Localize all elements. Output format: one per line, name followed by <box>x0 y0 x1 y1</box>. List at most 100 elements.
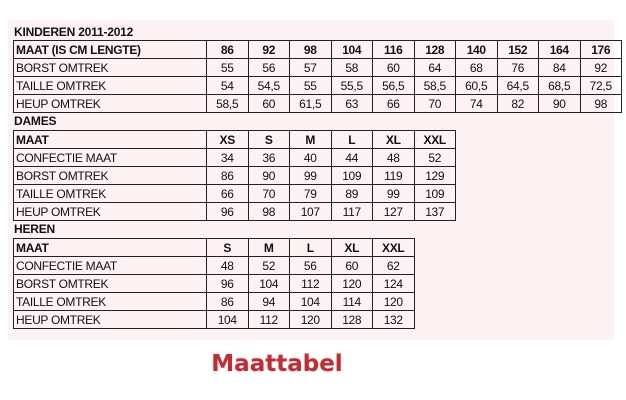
table-cell: S <box>247 130 290 149</box>
table-kinderen: MAAT (IS CM LENGTE) 86 92 98 104 116 128 140 152… <box>13 40 622 113</box>
table-cell: 120 <box>330 274 373 293</box>
table-cell: 94 <box>247 292 290 311</box>
table-row: BORST OMTREK 96 104 112 120 124 <box>13 274 415 293</box>
table-cell: 36 <box>247 148 290 167</box>
table-cell: 56,5 <box>372 76 415 95</box>
table-cell: 44 <box>330 148 373 167</box>
table-cell: 86 <box>206 292 249 311</box>
table-cell: 64,5 <box>496 76 539 95</box>
row-label: MAAT (IS CM LENGTE) <box>13 40 207 59</box>
table-cell: 70 <box>413 94 456 113</box>
table-cell: 112 <box>247 310 290 329</box>
table-cell: L <box>330 130 373 149</box>
table-cell: 56 <box>247 58 290 77</box>
table-cell: 90 <box>538 94 581 113</box>
table-cell: 62 <box>372 256 415 275</box>
table-cell: 54,5 <box>247 76 290 95</box>
row-label: CONFECTIE MAAT <box>13 148 207 167</box>
section-title-kinderen: KINDEREN 2011-2012 <box>14 25 134 39</box>
row-label: MAAT <box>13 130 207 149</box>
table-cell: 40 <box>289 148 332 167</box>
table-cell: 107 <box>289 202 332 221</box>
table-cell: 52 <box>413 148 456 167</box>
table-cell: 60 <box>372 58 415 77</box>
row-label: BORST OMTREK <box>13 166 207 185</box>
table-cell: 128 <box>330 310 373 329</box>
table-cell: 112 <box>289 274 332 293</box>
table-cell: 74 <box>455 94 498 113</box>
table-cell: 84 <box>538 58 581 77</box>
table-row: BORST OMTREK 55 56 57 58 60 64 68 76 84 92 <box>13 58 622 77</box>
table-cell: 48 <box>206 256 249 275</box>
table-cell: 98 <box>289 40 332 59</box>
table-cell: 82 <box>496 94 539 113</box>
table-row: BORST OMTREK 86 90 99 109 119 129 <box>13 166 456 185</box>
table-cell: 104 <box>206 310 249 329</box>
table-cell: 124 <box>372 274 415 293</box>
table-cell: 104 <box>330 40 373 59</box>
section-title-heren: HEREN <box>14 222 56 236</box>
table-cell: 164 <box>538 40 581 59</box>
row-label: TAILLE OMTREK <box>13 76 207 95</box>
table-cell: XL <box>372 130 415 149</box>
table-cell: 63 <box>330 94 373 113</box>
table-cell: 104 <box>289 292 332 311</box>
table-cell: 98 <box>247 202 290 221</box>
table-cell: 60 <box>330 256 373 275</box>
table-row: CONFECTIE MAAT 48 52 56 60 62 <box>13 256 415 275</box>
table-row: HEUP OMTREK 104 112 120 128 132 <box>13 310 415 329</box>
table-row: TAILLE OMTREK 86 94 104 114 120 <box>13 292 415 311</box>
row-label: HEUP OMTREK <box>13 202 207 221</box>
table-cell: 132 <box>372 310 415 329</box>
table-cell: 128 <box>413 40 456 59</box>
table-cell: 48 <box>372 148 415 167</box>
table-cell: 56 <box>289 256 332 275</box>
table-cell: 176 <box>579 40 622 59</box>
table-cell: 99 <box>289 166 332 185</box>
table-cell: 120 <box>289 310 332 329</box>
table-cell: 92 <box>579 58 622 77</box>
table-cell: 109 <box>330 166 373 185</box>
table-cell: 119 <box>372 166 415 185</box>
caption-maattabel: Maattabel <box>211 351 343 377</box>
table-cell: 66 <box>372 94 415 113</box>
table-row: TAILLE OMTREK 66 70 79 89 99 109 <box>13 184 456 203</box>
table-cell: 52 <box>247 256 290 275</box>
table-cell: 58,5 <box>206 94 249 113</box>
table-cell: 89 <box>330 184 373 203</box>
table-cell: 58 <box>330 58 373 77</box>
table-cell: 79 <box>289 184 332 203</box>
table-cell: 152 <box>496 40 539 59</box>
table-cell: 66 <box>206 184 249 203</box>
row-label: BORST OMTREK <box>13 274 207 293</box>
table-row: TAILLE OMTREK 54 54,5 55 55,5 56,5 58,5 60,5 64,… <box>13 76 622 95</box>
table-cell: 54 <box>206 76 249 95</box>
table-cell: 58,5 <box>413 76 456 95</box>
table-cell: 99 <box>372 184 415 203</box>
table-cell: 86 <box>206 166 249 185</box>
table-cell: 86 <box>206 40 249 59</box>
table-cell: 117 <box>330 202 373 221</box>
table-cell: 57 <box>289 58 332 77</box>
table-cell: M <box>247 238 290 257</box>
table-header-row: MAAT XS S M L XL XXL <box>13 130 456 149</box>
section-title-dames: DAMES <box>14 114 57 128</box>
row-label: MAAT <box>13 238 207 257</box>
table-cell: L <box>289 238 332 257</box>
table-cell: 64 <box>413 58 456 77</box>
table-row: HEUP OMTREK 96 98 107 117 127 137 <box>13 202 456 221</box>
table-cell: 90 <box>247 166 290 185</box>
row-label: TAILLE OMTREK <box>13 184 207 203</box>
table-cell: 34 <box>206 148 249 167</box>
table-header-row: MAAT S M L XL XXL <box>13 238 415 257</box>
table-cell: 129 <box>413 166 456 185</box>
table-cell: 116 <box>372 40 415 59</box>
table-cell: 72,5 <box>579 76 622 95</box>
table-cell: M <box>289 130 332 149</box>
row-label: BORST OMTREK <box>13 58 207 77</box>
row-label: CONFECTIE MAAT <box>13 256 207 275</box>
table-cell: 140 <box>455 40 498 59</box>
table-cell: 114 <box>330 292 373 311</box>
table-dames: MAAT XS S M L XL XXL CONFECTIE MAAT 34 36 40 44 48 52… <box>13 130 456 221</box>
table-cell: 61,5 <box>289 94 332 113</box>
